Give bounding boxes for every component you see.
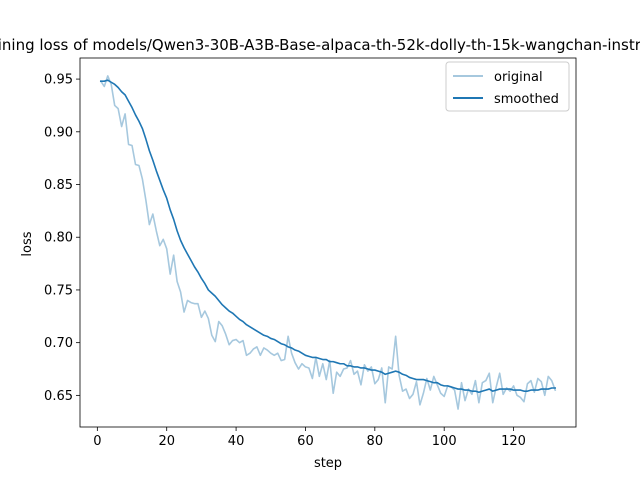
- x-tick-label: 20: [158, 434, 175, 449]
- x-tick-label: 80: [367, 434, 384, 449]
- series-layer: [99, 75, 557, 410]
- legend-label-smoothed: smoothed: [494, 92, 559, 107]
- series-line-original: [99, 75, 557, 410]
- legend: original smoothed: [445, 61, 570, 112]
- y-tick-label: 0.85: [44, 178, 73, 193]
- x-tick-label: 100: [432, 434, 457, 449]
- x-tick-label: 120: [501, 434, 526, 449]
- y-tick-label: 0.80: [44, 231, 73, 246]
- y-tick-label: 0.90: [44, 125, 73, 140]
- y-tick-label: 0.75: [44, 283, 73, 298]
- x-axis-label: step: [314, 456, 342, 471]
- axes-frame: [79, 57, 577, 428]
- x-axis: 0 20 40 60 80 100 120: [93, 427, 526, 449]
- y-tick-label: 0.65: [44, 389, 73, 404]
- x-tick-label: 60: [297, 434, 314, 449]
- series-line-smoothed: [100, 79, 556, 394]
- y-axis: 0.65 0.70 0.75 0.80 0.85 0.90 0.95: [44, 73, 80, 404]
- y-tick-label: 0.70: [44, 336, 73, 351]
- legend-label-original: original: [494, 70, 543, 85]
- x-tick-label: 40: [228, 434, 245, 449]
- y-tick-label: 0.95: [44, 73, 73, 88]
- y-axis-label: loss: [20, 231, 35, 256]
- chart-title: Training loss of models/Qwen3-30B-A3B-Ba…: [0, 36, 640, 54]
- x-tick-label: 0: [93, 434, 101, 449]
